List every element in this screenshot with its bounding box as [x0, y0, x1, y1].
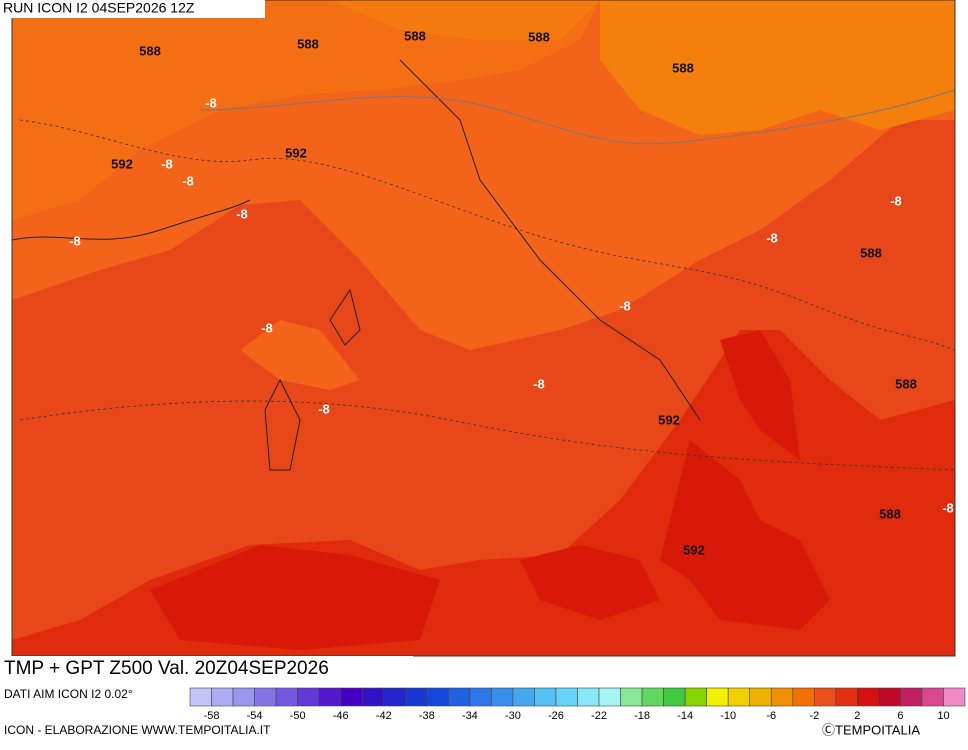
- colorbar-swatch: [383, 687, 406, 707]
- colorbar-tick-label: 10: [937, 710, 949, 722]
- contour-label: -8: [890, 193, 902, 208]
- contour-label: -8: [161, 156, 173, 171]
- header-box: [0, 0, 265, 18]
- colorbar-tick-label: -14: [677, 710, 693, 722]
- copyright: ⒸTEMPOITALIA: [822, 722, 920, 737]
- colorbar-swatch: [426, 687, 449, 707]
- colorbar-tick-label: -38: [419, 710, 435, 722]
- colorbar-tick-label: -2: [809, 710, 819, 722]
- colorbar-swatch: [254, 687, 277, 707]
- credit: ICON - ELABORAZIONE WWW.TEMPOITALIA.IT: [4, 723, 271, 737]
- colorbar-swatch: [814, 687, 837, 707]
- colorbar-swatch: [727, 687, 751, 707]
- colorbar-tick-label: -26: [548, 710, 564, 722]
- contour-label: -8: [766, 230, 778, 245]
- colorbar: -58 -54 -50 -46 -42 -38 -34 -30 -26 -22 -18 -14 -10-…: [189, 687, 966, 722]
- colorbar-tick-label: -58: [204, 710, 220, 722]
- colorbar-tick-label: -22: [591, 710, 607, 722]
- map-field: [11, 0, 956, 656]
- colorbar-swatch: [770, 687, 794, 707]
- colorbar-swatch: [211, 687, 234, 707]
- colorbar-tick-label: -46: [333, 710, 349, 722]
- colorbar-swatch: [620, 687, 643, 707]
- title-box: [0, 656, 413, 684]
- colorbar-tick-label: -18: [634, 710, 650, 722]
- contour-label: -8: [533, 376, 545, 391]
- colorbar-swatch: [448, 687, 471, 707]
- run-label: RUN ICON I2 04SEP2026 12Z: [3, 0, 195, 16]
- contour-label: 588: [139, 43, 161, 58]
- colorbar-swatch: [641, 687, 664, 707]
- contour-label: 592: [658, 412, 680, 427]
- colorbar-swatch: [491, 687, 514, 707]
- contour-label: -8: [261, 320, 273, 335]
- colorbar-tick-label: -6: [766, 710, 776, 722]
- contour-label: 588: [879, 506, 901, 521]
- contour-label: -8: [619, 298, 631, 313]
- colorbar-swatch: [534, 687, 557, 707]
- colorbar-swatch: [189, 687, 212, 707]
- contour-label: -8: [236, 206, 248, 221]
- colorbar-swatch: [297, 687, 320, 707]
- colorbar-tick-label: -54: [247, 710, 263, 722]
- colorbar-swatch: [900, 687, 923, 707]
- contour-label: -8: [69, 233, 81, 248]
- colorbar-swatch: [340, 687, 363, 707]
- colorbar-swatch: [275, 687, 298, 707]
- contour-label: 592: [285, 145, 307, 160]
- colorbar-tick-label: -34: [462, 710, 478, 722]
- colorbar-swatch: [706, 687, 729, 707]
- colorbar-swatch: [792, 687, 815, 707]
- contour-label: 592: [111, 156, 133, 171]
- colorbar-swatch: [835, 687, 858, 707]
- colorbar-tick-label: -10: [720, 710, 736, 722]
- contour-labels: 588 588 588 588 588 -8 592 -8 592 -8 -8 -8 -8 -8 588 -8…: [69, 28, 954, 557]
- colorbar-swatch: [878, 687, 901, 707]
- data-source: DATI AIM ICON I2 0.02°: [4, 687, 133, 701]
- contour-label: 588: [672, 60, 694, 75]
- colorbar-tick-label: 2: [854, 710, 860, 722]
- contour-label: -8: [205, 95, 217, 110]
- colorbar-tick-label: -42: [376, 710, 392, 722]
- colorbar-swatch: [663, 687, 686, 707]
- map-title: TMP + GPT Z500 Val. 20Z04SEP2026: [4, 658, 329, 679]
- colorbar-swatch: [512, 687, 535, 707]
- contour-label: 588: [297, 36, 319, 51]
- contour-label: 588: [404, 28, 426, 43]
- colorbar-swatch: [232, 687, 255, 707]
- colorbar-tick-label: 6: [897, 710, 903, 722]
- colorbar-swatch: [943, 687, 966, 707]
- contour-label: 588: [528, 29, 550, 44]
- contour-label: 588: [895, 376, 917, 391]
- contour-label: -8: [942, 500, 954, 515]
- map-frame: [11, 0, 956, 657]
- colorbar-swatch: [404, 687, 428, 707]
- colorbar-swatch: [469, 687, 492, 707]
- colorbar-swatch: [555, 687, 578, 707]
- contour-label: -8: [318, 401, 330, 416]
- colorbar-swatch: [577, 687, 600, 707]
- contour-label: 592: [683, 542, 705, 557]
- colorbar-swatch: [749, 687, 772, 707]
- colorbar-swatch: [684, 687, 707, 707]
- colorbar-swatch: [857, 687, 880, 707]
- contour-label: 588: [860, 245, 882, 260]
- colorbar-tick-label: -30: [505, 710, 521, 722]
- contour-label: -8: [182, 173, 194, 188]
- colorbar-tick-label: -50: [290, 710, 306, 722]
- colorbar-swatch: [921, 687, 944, 707]
- colorbar-swatch: [361, 687, 385, 707]
- colorbar-swatch: [318, 687, 341, 707]
- colorbar-swatch: [598, 687, 621, 707]
